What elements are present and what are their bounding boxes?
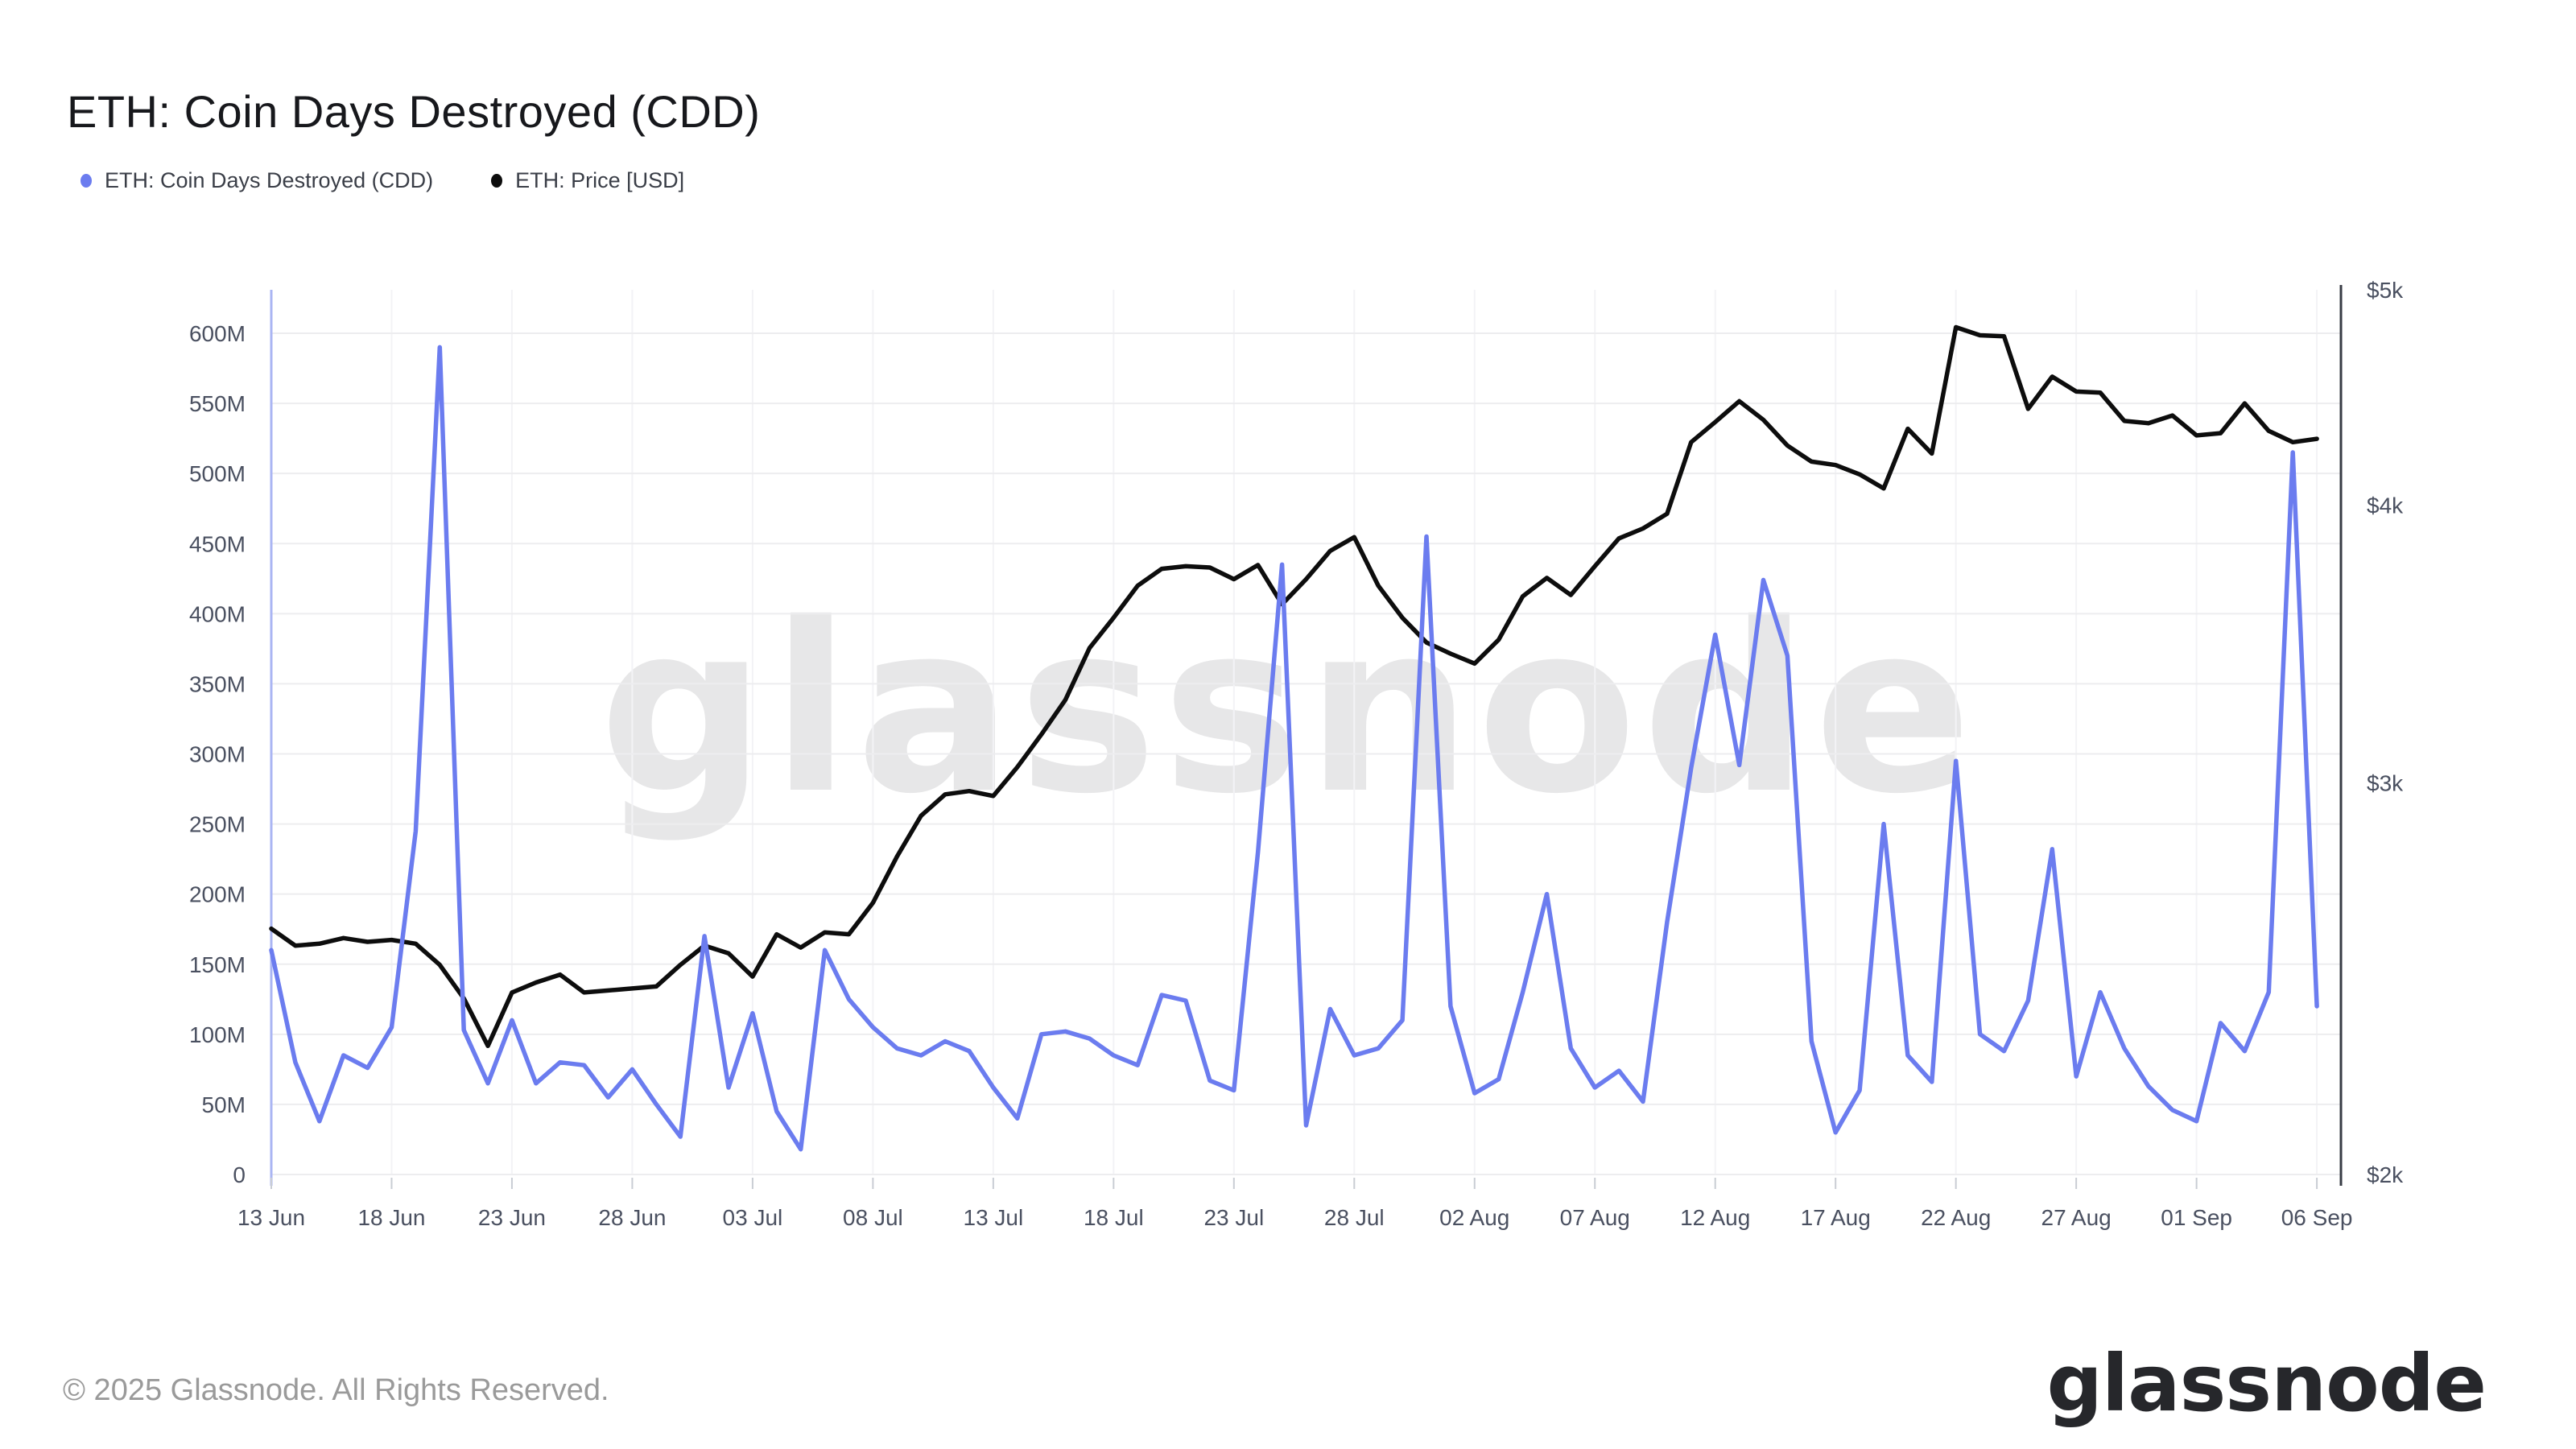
- legend-marker-cdd-icon: [80, 173, 92, 188]
- y-right-axis-labels: $2k $3k $4k $5k: [2367, 278, 2404, 1187]
- h-gridlines: [271, 332, 2341, 1175]
- legend-marker-price-icon: [491, 173, 503, 188]
- y-left-tick-label: 550M: [189, 391, 246, 416]
- copyright-text: © 2025 Glassnode. All Rights Reserved.: [63, 1373, 609, 1407]
- x-axis-tick-label: 17 Aug: [1801, 1205, 1871, 1230]
- y-left-tick-label: 350M: [189, 671, 246, 696]
- y-left-tick-label: 300M: [189, 742, 246, 767]
- x-axis-tick-label: 08 Jul: [843, 1205, 903, 1230]
- x-axis-tick-label: 22 Aug: [1921, 1205, 1991, 1230]
- cdd-series-line: [269, 345, 2319, 1152]
- x-axis-tick-label: 07 Aug: [1560, 1205, 1630, 1230]
- y-right-tick-label: $2k: [2367, 1162, 2404, 1187]
- y-right-tick-label: $5k: [2367, 278, 2404, 303]
- y-left-tick-label: 400M: [189, 601, 246, 626]
- x-axis-tick-label: 18 Jun: [357, 1205, 425, 1230]
- y-left-tick-label: 200M: [189, 882, 246, 907]
- x-axis-tick-label: 27 Aug: [2041, 1205, 2112, 1230]
- x-axis-tick-label: 01 Sep: [2161, 1205, 2232, 1230]
- y-left-tick-label: 100M: [189, 1022, 246, 1047]
- y-left-tick-label: 250M: [189, 812, 246, 837]
- y-left-tick-label: 600M: [189, 321, 246, 346]
- glassnode-logo: glassnode: [2046, 1338, 2487, 1429]
- x-axis-tick-label: 13 Jul: [964, 1205, 1024, 1230]
- x-axis-labels: 13 Jun 18 Jun 23 Jun 28 Jun 03 Jul 08 Jul 13 J…: [237, 1205, 2353, 1230]
- price-series-line: [269, 324, 2319, 1048]
- x-axis-tick-label: 23 Jun: [478, 1205, 546, 1230]
- y-right-tick-label: $3k: [2367, 771, 2404, 796]
- x-axis-tick-label: 23 Jul: [1203, 1205, 1264, 1230]
- x-axis-tick-label: 18 Jul: [1084, 1205, 1144, 1230]
- legend: ETH: Coin Days Destroyed (CDD) ETH: Pric…: [80, 163, 742, 198]
- y-left-tick-label: 0: [233, 1162, 246, 1187]
- x-axis-tick-label: 28 Jun: [598, 1205, 666, 1230]
- x-axis-tick-label: 06 Sep: [2281, 1205, 2353, 1230]
- x-axis-tick-label: 13 Jun: [237, 1205, 305, 1230]
- y-left-axis-labels: 0 50M 100M 150M 200M 250M 300M 350M 400M 450M 500M…: [189, 321, 246, 1187]
- x-axis-tick-label: 02 Aug: [1439, 1205, 1509, 1230]
- y-left-tick-label: 50M: [202, 1092, 246, 1117]
- chart-title: ETH: Coin Days Destroyed (CDD): [67, 85, 761, 137]
- legend-label-cdd: ETH: Coin Days Destroyed (CDD): [105, 167, 434, 192]
- v-gridlines: [270, 290, 2318, 1174]
- legend-item-price[interactable]: ETH: Price [USD]: [491, 168, 684, 193]
- y-left-tick-label: 500M: [189, 461, 246, 486]
- x-axis-tick-label: 03 Jul: [723, 1205, 783, 1230]
- x-axis-tick-label: 28 Jul: [1324, 1205, 1385, 1230]
- legend-item-cdd[interactable]: ETH: Coin Days Destroyed (CDD): [80, 168, 433, 193]
- axis-lines: [270, 285, 2343, 1186]
- x-axis-ticks: [270, 1178, 2318, 1189]
- y-right-tick-label: $4k: [2367, 493, 2404, 518]
- y-left-tick-label: 150M: [189, 952, 246, 977]
- y-left-tick-label: 450M: [189, 531, 246, 556]
- legend-label-price: ETH: Price [USD]: [515, 167, 685, 192]
- x-axis-tick-label: 12 Aug: [1680, 1205, 1750, 1230]
